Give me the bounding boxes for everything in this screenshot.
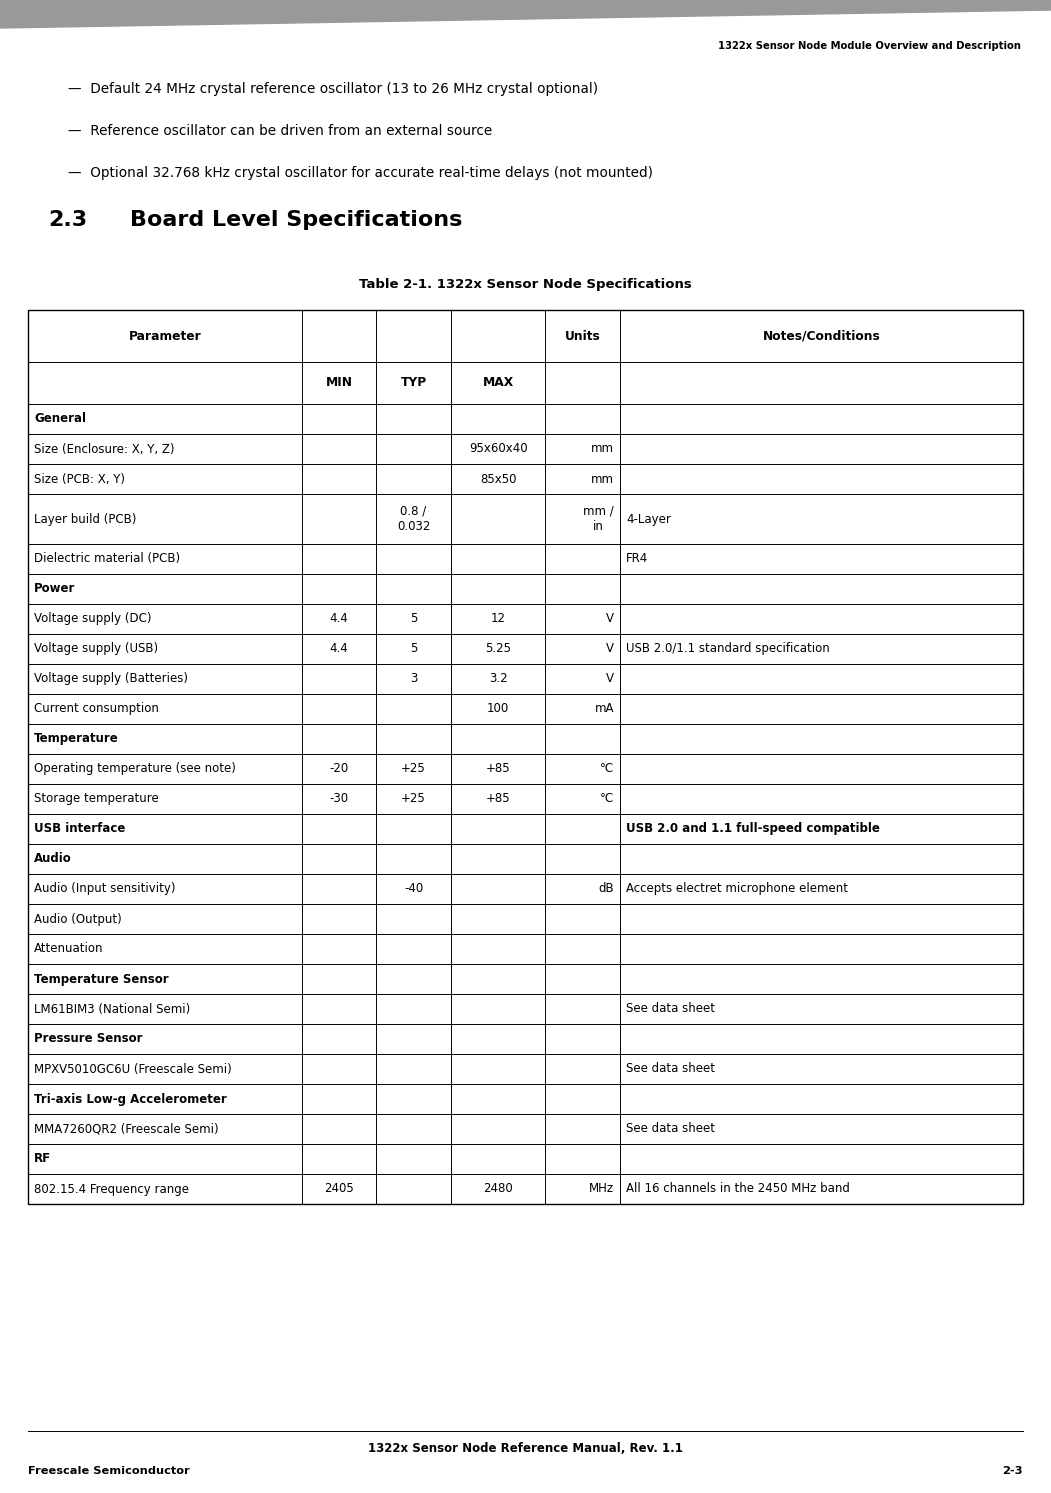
Text: USB interface: USB interface	[34, 823, 125, 836]
Text: Temperature Sensor: Temperature Sensor	[34, 972, 168, 985]
Text: Voltage supply (DC): Voltage supply (DC)	[34, 612, 151, 626]
Text: Freescale Semiconductor: Freescale Semiconductor	[28, 1466, 190, 1477]
Text: 100: 100	[487, 703, 510, 715]
Text: +25: +25	[401, 793, 426, 806]
Text: +85: +85	[486, 763, 511, 775]
Text: All 16 channels in the 2450 MHz band: All 16 channels in the 2450 MHz band	[626, 1182, 850, 1196]
Text: Parameter: Parameter	[128, 330, 201, 342]
Text: Dielectric material (PCB): Dielectric material (PCB)	[34, 552, 180, 566]
Text: FR4: FR4	[626, 552, 648, 566]
Text: dB: dB	[598, 882, 614, 896]
Text: V: V	[606, 642, 614, 655]
Text: Pressure Sensor: Pressure Sensor	[34, 1033, 143, 1045]
Bar	[28, 311, 1023, 1203]
Text: MAX: MAX	[482, 376, 514, 390]
Text: See data sheet: See data sheet	[626, 1002, 715, 1015]
Text: mm: mm	[591, 442, 614, 455]
Text: Operating temperature (see note): Operating temperature (see note)	[34, 763, 235, 775]
Text: +25: +25	[401, 763, 426, 775]
Text: USB 2.0 and 1.1 full-speed compatible: USB 2.0 and 1.1 full-speed compatible	[626, 823, 880, 836]
Text: 2.3: 2.3	[48, 211, 87, 230]
Text: Audio (Input sensitivity): Audio (Input sensitivity)	[34, 882, 176, 896]
Text: Board Level Specifications: Board Level Specifications	[130, 211, 462, 230]
Text: °C: °C	[600, 763, 614, 775]
Text: -40: -40	[404, 882, 424, 896]
Text: RF: RF	[34, 1153, 51, 1166]
Text: MHz: MHz	[589, 1182, 614, 1196]
Text: USB 2.0/1.1 standard specification: USB 2.0/1.1 standard specification	[626, 642, 830, 655]
Text: Audio: Audio	[34, 853, 71, 866]
Text: MPXV5010GC6U (Freescale Semi): MPXV5010GC6U (Freescale Semi)	[34, 1063, 232, 1075]
Text: 4.4: 4.4	[330, 612, 348, 626]
Text: mm /
in: mm / in	[583, 505, 614, 533]
Text: MIN: MIN	[326, 376, 352, 390]
Text: Power: Power	[34, 582, 76, 596]
Text: -20: -20	[329, 763, 349, 775]
Text: 2480: 2480	[483, 1182, 513, 1196]
Text: 2405: 2405	[324, 1182, 354, 1196]
Text: 2-3: 2-3	[1003, 1466, 1023, 1477]
Text: -30: -30	[329, 793, 349, 806]
Text: 3.2: 3.2	[489, 672, 508, 685]
Text: V: V	[606, 672, 614, 685]
Polygon shape	[0, 0, 1051, 28]
Text: TYP: TYP	[400, 376, 427, 390]
Text: See data sheet: See data sheet	[626, 1123, 715, 1136]
Text: 5: 5	[410, 612, 417, 626]
Text: °C: °C	[600, 793, 614, 806]
Text: 4-Layer: 4-Layer	[626, 512, 671, 526]
Text: 4.4: 4.4	[330, 642, 348, 655]
Text: 5: 5	[410, 642, 417, 655]
Text: mm: mm	[591, 472, 614, 485]
Text: General: General	[34, 412, 86, 426]
Text: Accepts electret microphone element: Accepts electret microphone element	[626, 882, 848, 896]
Text: 95x60x40: 95x60x40	[469, 442, 528, 455]
Text: MMA7260QR2 (Freescale Semi): MMA7260QR2 (Freescale Semi)	[34, 1123, 219, 1136]
Text: 12: 12	[491, 612, 506, 626]
Text: Size (Enclosure: X, Y, Z): Size (Enclosure: X, Y, Z)	[34, 442, 174, 455]
Text: 85x50: 85x50	[480, 472, 516, 485]
Text: +85: +85	[486, 793, 511, 806]
Text: Units: Units	[564, 330, 600, 342]
Text: 1322x Sensor Node Reference Manual, Rev. 1.1: 1322x Sensor Node Reference Manual, Rev.…	[368, 1442, 683, 1456]
Text: 1322x Sensor Node Module Overview and Description: 1322x Sensor Node Module Overview and De…	[718, 40, 1021, 51]
Text: Tri-axis Low-g Accelerometer: Tri-axis Low-g Accelerometer	[34, 1093, 227, 1105]
Text: —  Default 24 MHz crystal reference oscillator (13 to 26 MHz crystal optional): — Default 24 MHz crystal reference oscil…	[68, 82, 598, 96]
Text: —  Optional 32.768 kHz crystal oscillator for accurate real-time delays (not mou: — Optional 32.768 kHz crystal oscillator…	[68, 166, 653, 181]
Text: 802.15.4 Frequency range: 802.15.4 Frequency range	[34, 1182, 189, 1196]
Text: Temperature: Temperature	[34, 733, 119, 745]
Text: Current consumption: Current consumption	[34, 703, 159, 715]
Text: 0.8 /
0.032: 0.8 / 0.032	[397, 505, 430, 533]
Text: 3: 3	[410, 672, 417, 685]
Text: mA: mA	[595, 703, 614, 715]
Text: Voltage supply (USB): Voltage supply (USB)	[34, 642, 158, 655]
Text: LM61BIM3 (National Semi): LM61BIM3 (National Semi)	[34, 1002, 190, 1015]
Text: Attenuation: Attenuation	[34, 942, 103, 956]
Text: Audio (Output): Audio (Output)	[34, 912, 122, 926]
Text: Voltage supply (Batteries): Voltage supply (Batteries)	[34, 672, 188, 685]
Text: Layer build (PCB): Layer build (PCB)	[34, 512, 137, 526]
Text: Table 2-1. 1322x Sensor Node Specifications: Table 2-1. 1322x Sensor Node Specificati…	[359, 278, 692, 291]
Text: —  Reference oscillator can be driven from an external source: — Reference oscillator can be driven fro…	[68, 124, 492, 137]
Text: Notes/Conditions: Notes/Conditions	[763, 330, 881, 342]
Text: Storage temperature: Storage temperature	[34, 793, 159, 806]
Text: Size (PCB: X, Y): Size (PCB: X, Y)	[34, 472, 125, 485]
Text: V: V	[606, 612, 614, 626]
Text: 5.25: 5.25	[486, 642, 511, 655]
Text: See data sheet: See data sheet	[626, 1063, 715, 1075]
